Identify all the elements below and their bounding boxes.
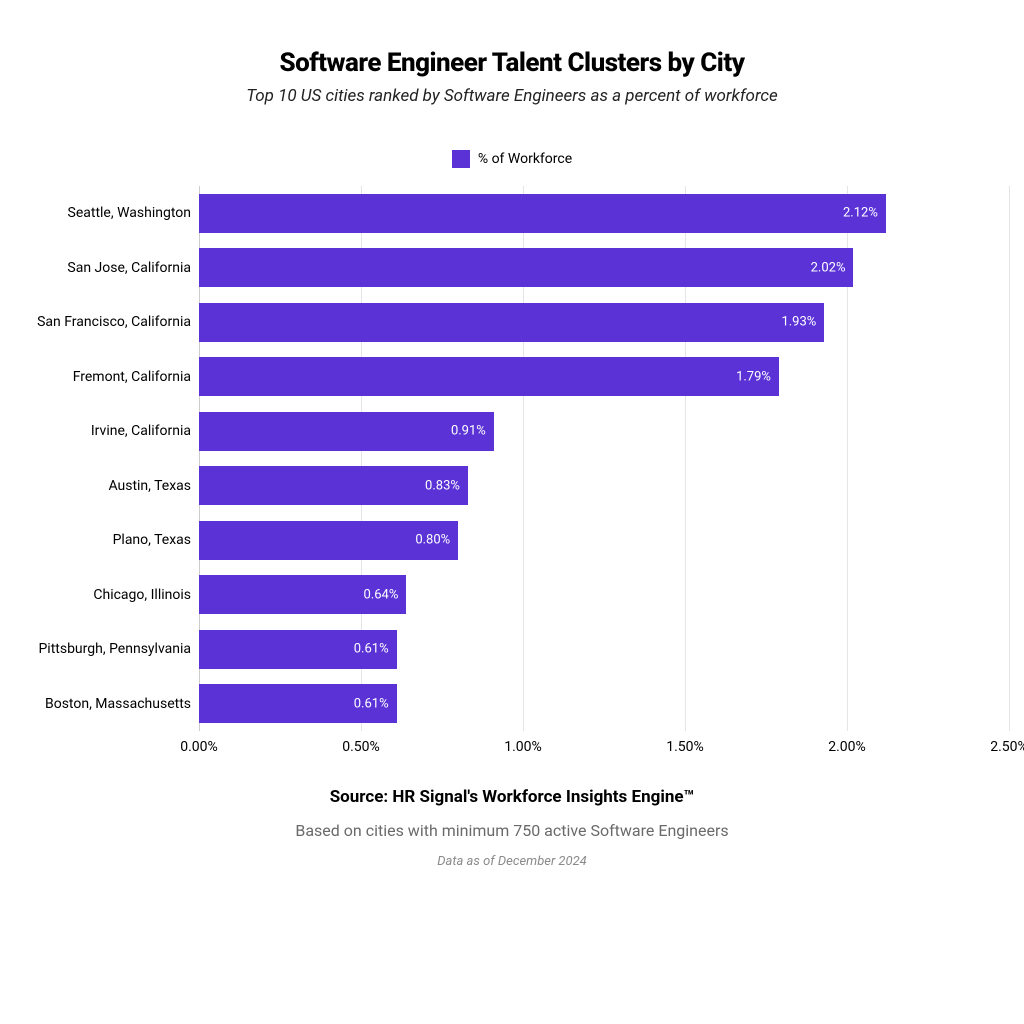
page: Software Engineer Talent Clusters by Cit…: [0, 0, 1024, 1024]
chart-footer: Source: HR Signal's Workforce Insights E…: [0, 787, 1024, 869]
x-axis-tick-label: 2.50%: [990, 739, 1024, 755]
x-axis-tick-label: 1.00%: [504, 739, 542, 755]
y-axis-label: Seattle, Washington: [6, 205, 191, 221]
bar: 0.91%: [199, 412, 494, 451]
y-axis-label: Fremont, California: [6, 369, 191, 385]
bar-value-label: 0.80%: [415, 533, 450, 548]
bar-value-label: 0.91%: [451, 424, 486, 439]
bar-value-label: 1.79%: [736, 369, 771, 384]
legend: % of Workforce: [0, 150, 1024, 168]
bar: 2.02%: [199, 248, 853, 287]
x-axis-tick-label: 2.00%: [828, 739, 866, 755]
y-axis-label: Plano, Texas: [6, 532, 191, 548]
y-axis-label: Austin, Texas: [6, 478, 191, 494]
bar-value-label: 0.64%: [363, 587, 398, 602]
bar: 0.80%: [199, 521, 458, 560]
chart-subtitle: Top 10 US cities ranked by Software Engi…: [0, 86, 1024, 106]
plot-area: 0.00%0.50%1.00%1.50%2.00%2.50% 2.12%2.02…: [199, 186, 1009, 731]
y-axis-labels: Seattle, WashingtonSan Jose, CaliforniaS…: [14, 186, 199, 731]
legend-label: % of Workforce: [478, 151, 572, 167]
bar: 0.61%: [199, 684, 397, 723]
chart-title: Software Engineer Talent Clusters by Cit…: [0, 48, 1024, 78]
bar-value-label: 0.83%: [425, 478, 460, 493]
bar: 2.12%: [199, 194, 886, 233]
x-axis-tick-label: 1.50%: [666, 739, 704, 755]
bar-value-label: 2.12%: [843, 206, 878, 221]
footer-note: Based on cities with minimum 750 active …: [0, 821, 1024, 840]
y-axis-label: Chicago, Illinois: [6, 587, 191, 603]
gridline: [1009, 186, 1010, 731]
y-axis-label: San Jose, California: [6, 260, 191, 276]
bar: 0.64%: [199, 575, 406, 614]
title-block: Software Engineer Talent Clusters by Cit…: [0, 48, 1024, 106]
bar-value-label: 0.61%: [354, 642, 389, 657]
bar: 0.61%: [199, 630, 397, 669]
footer-date: Data as of December 2024: [0, 854, 1024, 869]
legend-swatch: [452, 150, 470, 168]
bar-value-label: 0.61%: [354, 696, 389, 711]
x-axis-tick-label: 0.50%: [342, 739, 380, 755]
y-axis-label: Boston, Massachusetts: [6, 696, 191, 712]
y-axis-label: Pittsburgh, Pennsylvania: [6, 641, 191, 657]
bar-value-label: 2.02%: [811, 260, 846, 275]
bar: 0.83%: [199, 466, 468, 505]
chart-area: Seattle, WashingtonSan Jose, CaliforniaS…: [14, 186, 1010, 731]
x-axis-tick-label: 0.00%: [180, 739, 218, 755]
bar-value-label: 1.93%: [781, 315, 816, 330]
footer-source: Source: HR Signal's Workforce Insights E…: [0, 787, 1024, 807]
bar: 1.93%: [199, 303, 824, 342]
bar: 1.79%: [199, 357, 779, 396]
y-axis-label: San Francisco, California: [6, 314, 191, 330]
y-axis-label: Irvine, California: [6, 423, 191, 439]
